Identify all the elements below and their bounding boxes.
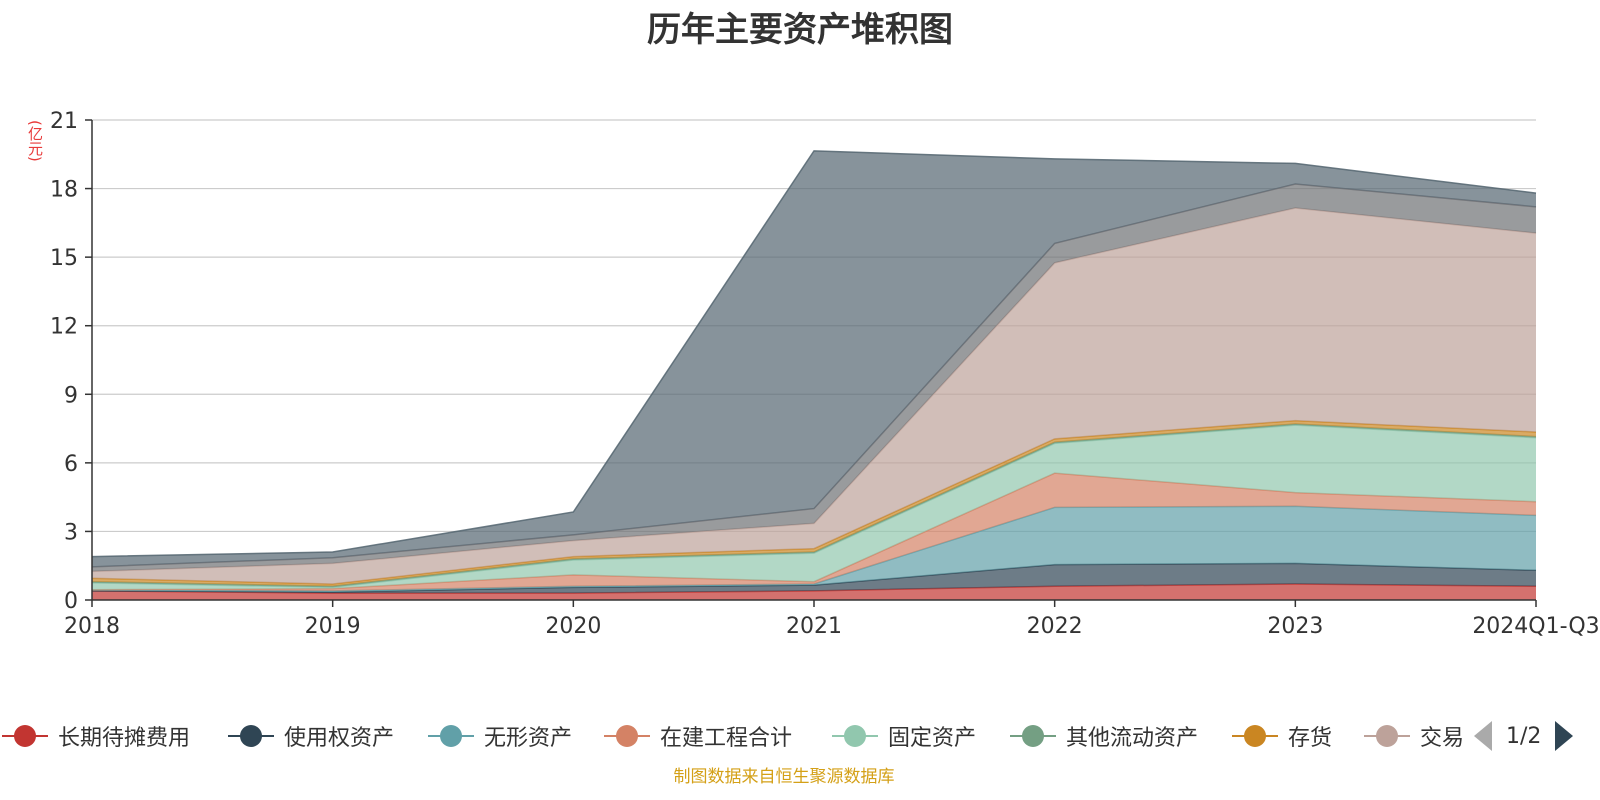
- legend-item[interactable]: 存货: [1230, 718, 1332, 754]
- x-tick-label: 2018: [64, 614, 120, 639]
- legend-symbol-icon: [602, 718, 652, 754]
- legend-label: 交易性金融资产: [1420, 726, 1462, 751]
- legend-item[interactable]: 固定资产: [830, 718, 976, 754]
- legend-symbol-icon: [426, 718, 476, 754]
- area-1: [92, 584, 1536, 600]
- legend-symbol-icon: [830, 718, 880, 754]
- y-tick-label: 6: [64, 452, 78, 477]
- x-tick-label: 2019: [305, 614, 361, 639]
- legend-page-indicator: 1/2: [1506, 723, 1542, 749]
- legend-label: 长期待摊费用: [58, 726, 191, 751]
- area-2: [92, 563, 1536, 594]
- legend-label: 使用权资产: [284, 726, 395, 751]
- legend-label: 在建工程合计: [660, 726, 793, 751]
- area-8: [92, 208, 1536, 584]
- area-4: [92, 473, 1536, 591]
- legend-item[interactable]: 其他流动资产: [1008, 718, 1198, 754]
- y-tick-label: 0: [64, 589, 78, 614]
- legend-label: 其他流动资产: [1066, 726, 1199, 751]
- legend-symbol-icon: [0, 718, 50, 754]
- legend-item[interactable]: 长期待摊费用: [0, 718, 190, 754]
- x-tick-label: 2021: [786, 614, 842, 639]
- source-note: 制图数据来自恒生聚源数据库: [673, 767, 895, 787]
- legend-items: 长期待摊费用 使用权资产 无形资产 在建工程合计 固定资产 其他流动资产 存货 交易性金融资产…: [0, 718, 1462, 754]
- legend-label: 固定资产: [888, 726, 977, 751]
- stacked-area-chart: 0 3 6 9 12 15 18 21 2018 2019 2020 2021 2022 2023 2024…: [50, 109, 1600, 639]
- legend-symbol-icon: [1230, 718, 1280, 754]
- area-10: [92, 150, 1536, 567]
- legend: 长期待摊费用 使用权资产 无形资产 在建工程合计 固定资产 其他流动资产 存货 交易性金融资产…: [0, 718, 1600, 754]
- y-axis-unit-label: (亿元): [26, 120, 44, 162]
- legend-prev-arrow-icon[interactable]: [1474, 721, 1492, 751]
- y-tick-label: 15: [50, 246, 78, 271]
- x-tick-label: 2022: [1027, 614, 1083, 639]
- area-edge-2: [91, 562, 1537, 593]
- y-tick-label: 3: [64, 520, 78, 545]
- legend-item[interactable]: 在建工程合计: [602, 718, 792, 754]
- legend-symbol-icon: [1362, 718, 1412, 754]
- legend-label: 存货: [1288, 726, 1333, 751]
- area-5: [92, 425, 1536, 590]
- legend-symbol-icon: [226, 718, 276, 754]
- area-series: [91, 150, 1537, 600]
- legend-item[interactable]: 使用权资产: [226, 718, 394, 754]
- area-3: [92, 506, 1536, 592]
- y-tick-label: 12: [50, 315, 78, 340]
- legend-pager: 1/2: [1470, 718, 1574, 754]
- legend-item[interactable]: 无形资产: [426, 718, 572, 754]
- y-tick-label: 18: [50, 178, 78, 203]
- x-tick-label: 2024Q1-Q3: [1472, 614, 1599, 639]
- axes: 0 3 6 9 12 15 18 21 2018 2019 2020 2021 2022 2023 2024…: [50, 109, 1600, 639]
- y-tick-label: 9: [64, 383, 78, 408]
- legend-label: 无形资产: [484, 726, 573, 751]
- y-tick-label: 21: [50, 109, 78, 134]
- legend-item[interactable]: 交易性金融资产: [1362, 718, 1462, 754]
- x-tick-label: 2020: [545, 614, 601, 639]
- legend-next-arrow-icon[interactable]: [1555, 721, 1574, 751]
- x-tick-label: 2023: [1267, 614, 1323, 639]
- area-edge-10: [91, 150, 1537, 558]
- chart-title: 历年主要资产堆积图: [647, 10, 953, 50]
- legend-symbol-icon: [1008, 718, 1058, 754]
